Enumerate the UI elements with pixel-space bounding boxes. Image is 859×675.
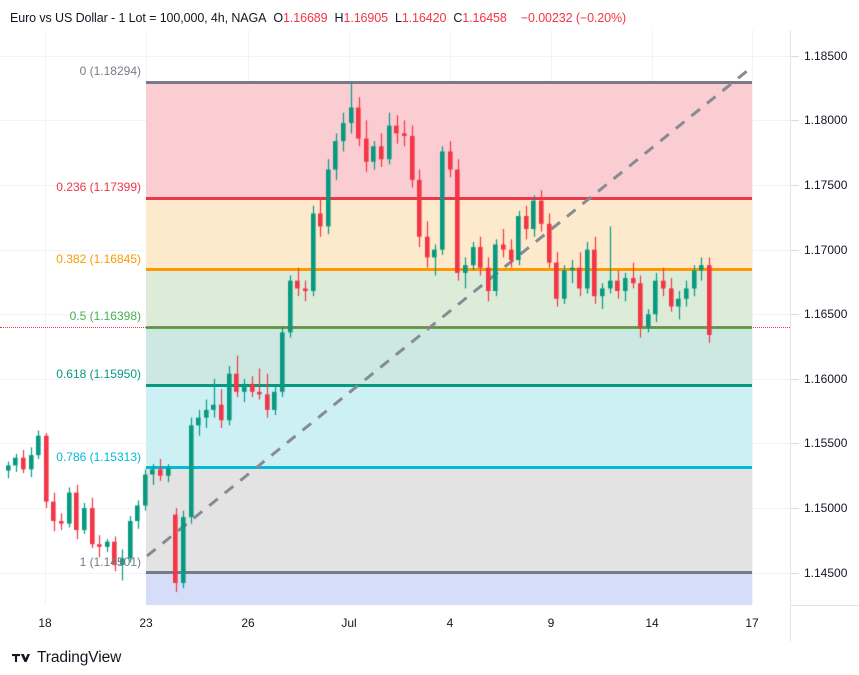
price-tick-label: 1.15500 — [804, 436, 848, 451]
price-tick-label: 1.14500 — [804, 565, 848, 580]
change-value: −0.00232 (−0.20%) — [520, 11, 627, 25]
price-tick-label: 1.16500 — [804, 307, 848, 322]
price-tick-label: 1.15000 — [804, 501, 848, 516]
open-value: 1.16689 — [283, 11, 328, 25]
price-tick-mark — [790, 379, 799, 380]
candlestick-series — [0, 30, 790, 605]
tradingview-wordmark: TradingView — [37, 649, 122, 666]
price-axis[interactable]: 1.18500 1.18000 1.17500 1.17000 1.16500 1.160… — [790, 30, 859, 605]
time-tick-label: 26 — [241, 616, 255, 630]
high-value: 1.16905 — [343, 11, 388, 25]
time-tick-label: 18 — [38, 616, 52, 630]
close-key: C — [453, 11, 463, 25]
price-tick-mark — [790, 185, 799, 186]
chart-plot-area[interactable]: 0 (1.18294) 0.236 (1.17399) 0.382 (1.16845… — [0, 30, 790, 605]
time-tick-label: 9 — [547, 616, 555, 630]
price-tick-mark — [790, 443, 799, 444]
time-tick-label: 23 — [139, 616, 153, 630]
fib-level-label: 0.786 (1.15313) — [56, 449, 141, 464]
price-tick-mark — [790, 314, 799, 315]
tradingview-branding[interactable]: TradingView — [12, 650, 121, 666]
fib-level-label: 0 (1.18294) — [79, 64, 141, 79]
price-tick-mark — [790, 56, 799, 57]
chart-legend: Euro vs US Dollar - 1 Lot = 100,000, 4h,… — [10, 11, 626, 25]
price-tick-label: 1.17000 — [804, 242, 848, 257]
close-value: 1.16458 — [462, 11, 507, 25]
time-tick-label: 17 — [745, 616, 759, 630]
price-tick-label: 1.16000 — [804, 371, 848, 386]
open-key: O — [273, 11, 284, 25]
price-tick-mark — [790, 573, 799, 574]
price-tick-mark — [790, 250, 799, 251]
price-axis-divider — [790, 30, 791, 641]
fib-level-label: 0.236 (1.17399) — [56, 180, 141, 195]
fib-level-label: 0.382 (1.16845) — [56, 251, 141, 266]
symbol-title[interactable]: Euro vs US Dollar - 1 Lot = 100,000, 4h,… — [10, 11, 267, 25]
fib-level-label: 0.5 (1.16398) — [69, 309, 141, 324]
low-value: 1.16420 — [401, 11, 447, 25]
time-tick-label: 14 — [645, 616, 659, 630]
high-key: H — [334, 11, 344, 25]
price-tick-mark — [790, 508, 799, 509]
price-tick-label: 1.17500 — [804, 178, 848, 193]
time-tick-label: Jul — [341, 616, 357, 630]
fib-level-label: 1 (1.14501) — [79, 554, 141, 569]
time-tick-label: 4 — [446, 616, 454, 630]
low-key: L — [394, 11, 402, 25]
price-tick-mark — [790, 120, 799, 121]
time-axis[interactable]: 18 23 26 Jul 4 9 14 17 — [0, 605, 790, 641]
price-line-dotted — [0, 327, 790, 329]
fib-level-label: 0.618 (1.15950) — [56, 367, 141, 382]
tradingview-logo-icon — [12, 654, 30, 662]
price-tick-label: 1.18000 — [804, 113, 848, 128]
price-tick-label: 1.18500 — [804, 48, 848, 63]
